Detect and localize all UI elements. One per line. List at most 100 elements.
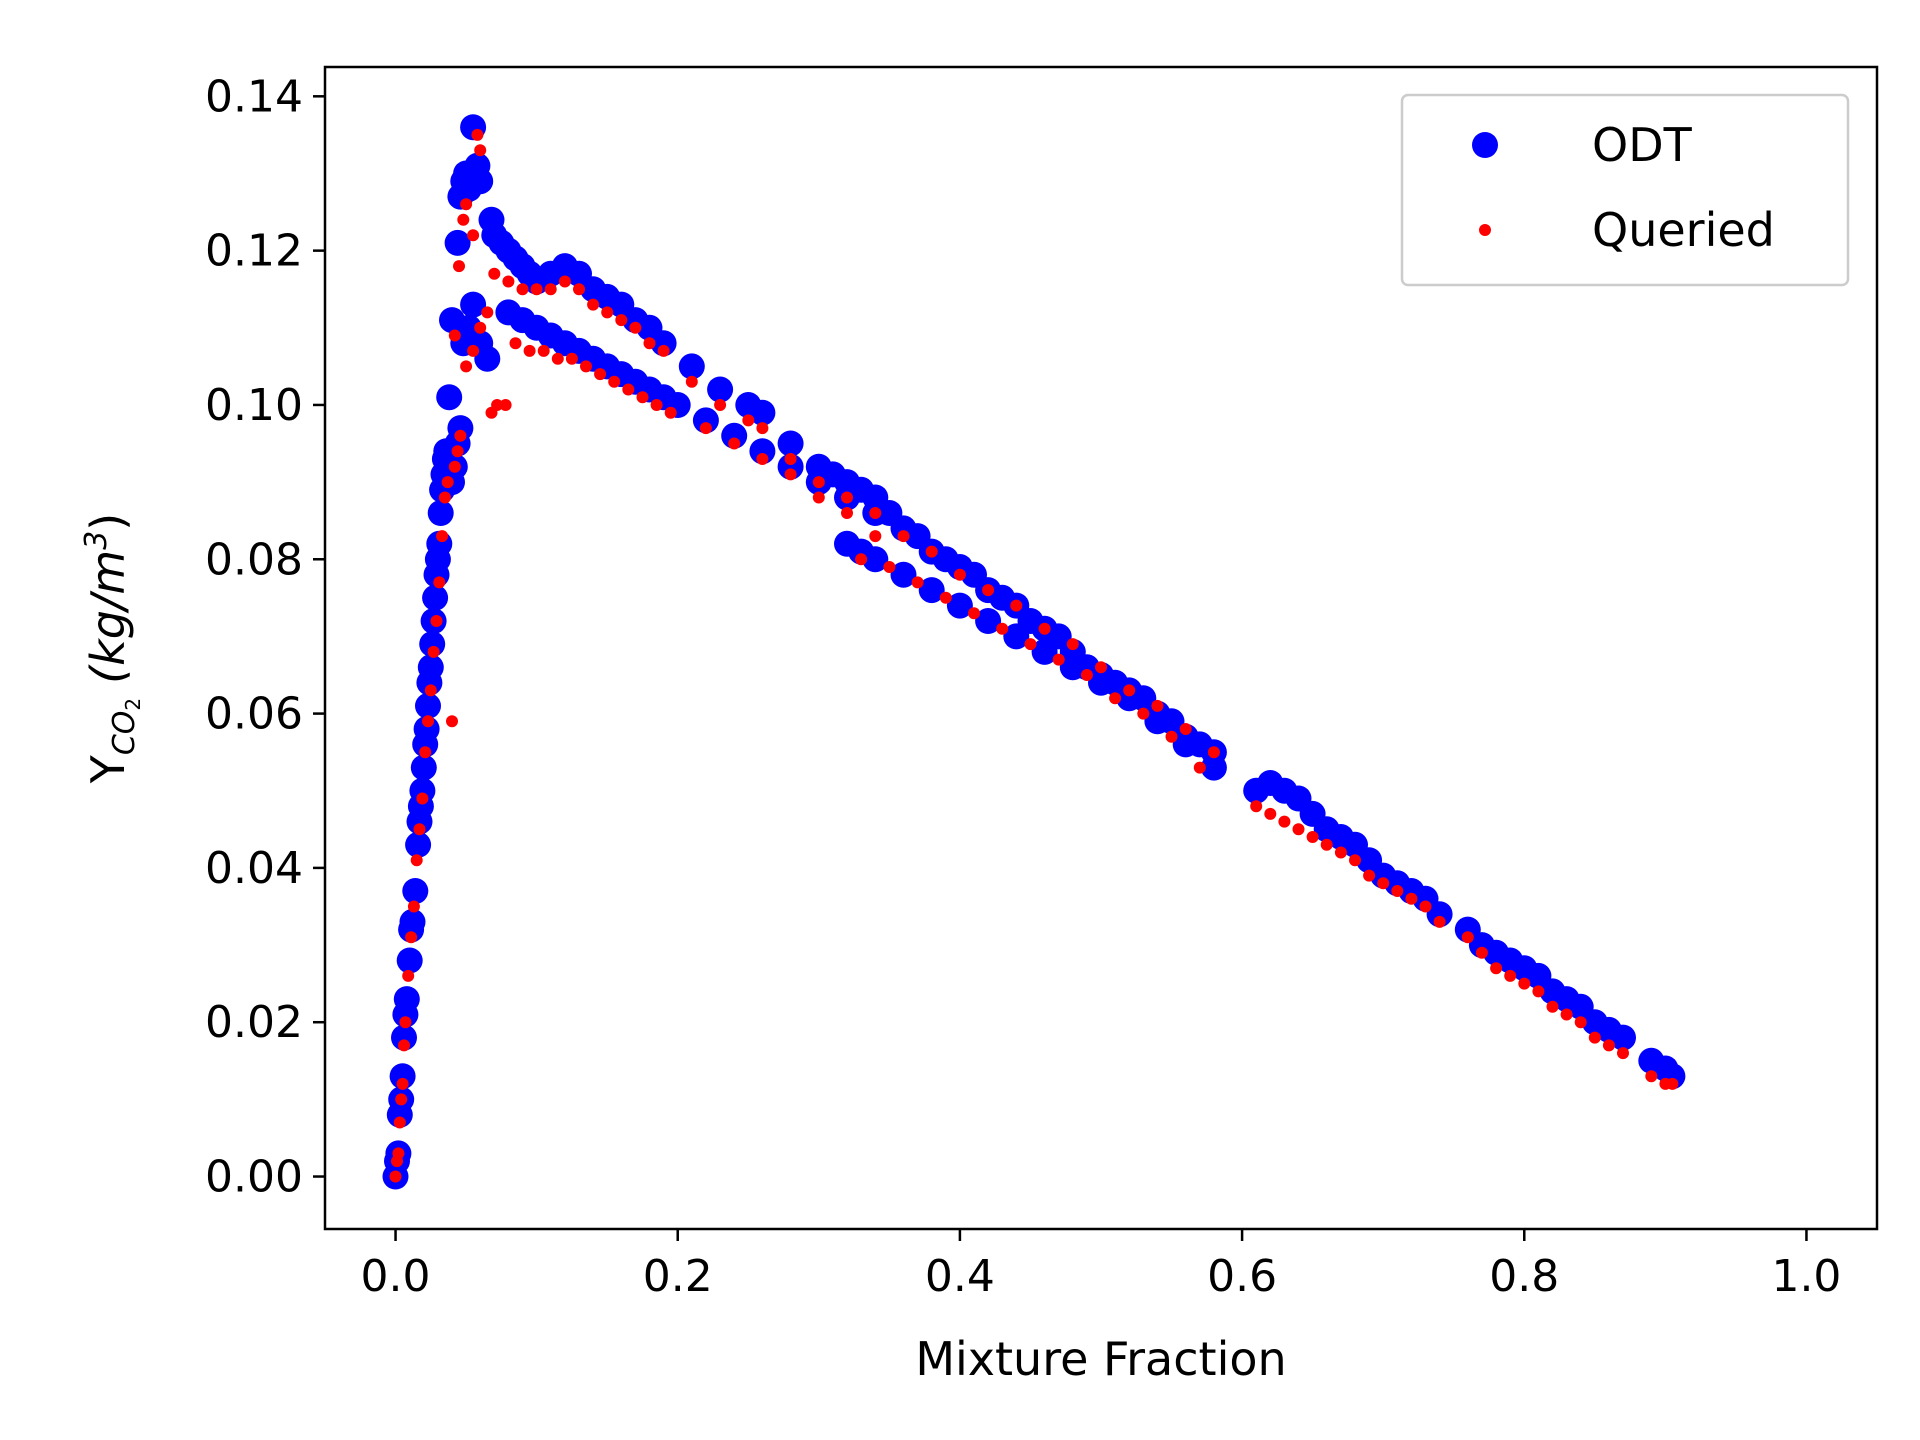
queried-point [1560, 1008, 1573, 1021]
queried-point [467, 344, 480, 357]
queried-point [1066, 638, 1079, 651]
queried-point [402, 969, 415, 982]
odt-point [467, 168, 494, 195]
legend-odt-marker [1472, 132, 1498, 158]
y-axis-label-units-sup: 3 [79, 531, 114, 550]
odt-point [415, 692, 441, 719]
odt-point [1144, 708, 1171, 735]
odt-point [389, 1063, 416, 1090]
odt-point [749, 399, 776, 426]
queried-point [448, 329, 461, 342]
queried-point [1433, 915, 1446, 928]
odt-point [1031, 638, 1058, 665]
odt-point [474, 345, 501, 372]
queried-point [502, 275, 515, 288]
odt-point [402, 878, 429, 904]
queried-point [389, 1170, 402, 1183]
queried-point [1207, 746, 1220, 759]
odt-point [1088, 669, 1114, 696]
queried-point [460, 198, 473, 211]
series-queried [389, 128, 1679, 1183]
queried-point [1095, 661, 1107, 674]
y-tick-label: 0.12 [205, 226, 303, 277]
y-tick-label: 0.00 [205, 1152, 303, 1203]
queried-point [1052, 653, 1065, 666]
queried-point [869, 507, 882, 519]
queried-point [405, 931, 418, 944]
queried-point [636, 391, 649, 404]
queried-point [855, 553, 868, 566]
queried-point [551, 352, 564, 365]
odt-point [1172, 731, 1199, 758]
queried-point [587, 298, 600, 311]
queried-point [499, 399, 512, 411]
queried-point [430, 615, 443, 627]
queried-point [657, 344, 670, 357]
queried-point [841, 507, 853, 519]
queried-point [968, 607, 980, 620]
queried-point [1137, 707, 1150, 720]
queried-point [451, 445, 464, 458]
queried-point [460, 360, 473, 373]
queried-point [1504, 969, 1517, 982]
x-tick-label: 0.0 [361, 1251, 431, 1302]
legend: ODT Queried [1400, 93, 1850, 287]
queried-point [454, 429, 467, 442]
odt-point [918, 577, 945, 604]
queried-point [1010, 599, 1023, 612]
odt-point [409, 777, 436, 804]
queried-point [1405, 892, 1418, 905]
queried-point [699, 422, 712, 435]
legend-box [1400, 93, 1850, 287]
queried-point [1024, 638, 1037, 651]
odt-point [460, 291, 487, 318]
queried-point [523, 344, 536, 357]
queried-point [399, 1016, 412, 1029]
queried-point [869, 530, 882, 543]
queried-point [1588, 1031, 1601, 1044]
y-axis-label-units-open: (kg/m [81, 550, 135, 684]
odt-point [678, 353, 705, 380]
queried-point [509, 337, 522, 350]
odt-point [405, 831, 432, 858]
queried-point [1377, 877, 1390, 890]
queried-point [953, 568, 966, 581]
queried-point [685, 375, 698, 388]
odt-point [447, 415, 474, 442]
queried-point [453, 260, 465, 273]
odt-point [777, 430, 804, 457]
queried-point [424, 684, 437, 697]
y-tick-label: 0.02 [205, 997, 303, 1048]
queried-point [481, 306, 494, 319]
queried-point [1151, 699, 1164, 712]
queried-point [1334, 846, 1347, 859]
queried-point [841, 491, 853, 504]
queried-point [1602, 1039, 1615, 1052]
queried-point [615, 314, 628, 327]
odt-point [417, 654, 444, 681]
queried-point [471, 128, 484, 141]
queried-point [436, 530, 449, 543]
queried-point [1532, 985, 1545, 998]
queried-point [1080, 669, 1093, 681]
queried-point [530, 283, 543, 296]
queried-point [601, 306, 614, 319]
y-tick-label: 0.06 [205, 689, 303, 740]
queried-point [1250, 800, 1263, 813]
odt-point [975, 608, 1002, 634]
queried-point [897, 530, 910, 543]
queried-point [1193, 761, 1206, 774]
queried-point [474, 321, 487, 334]
queried-point [622, 383, 635, 396]
queried-point [416, 792, 429, 805]
queried-point [441, 476, 454, 489]
queried-point [433, 576, 446, 589]
queried-point [883, 561, 896, 573]
queried-point [446, 715, 458, 728]
odt-point [1426, 901, 1453, 928]
queried-point [1278, 815, 1291, 828]
queried-point [573, 283, 585, 296]
queried-point [395, 1093, 408, 1106]
queried-point [544, 283, 557, 296]
